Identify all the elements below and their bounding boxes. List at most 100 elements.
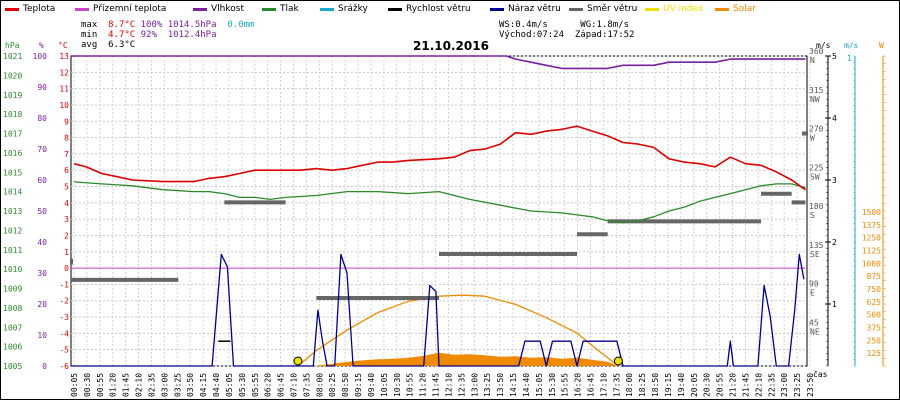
x-tick-label: 13:00 xyxy=(470,373,479,397)
x-tick-label: 07:10 xyxy=(290,373,299,397)
direction-dir-label: SE xyxy=(810,250,820,259)
x-tick-label: 03:50 xyxy=(186,373,195,397)
x-tick-label: 00:30 xyxy=(83,373,92,397)
solar-tick-label: 1125 xyxy=(862,247,881,256)
x-tick-label: 12:10 xyxy=(444,373,453,397)
end-marker xyxy=(802,131,808,136)
legend-item-naraz: Náraz větru xyxy=(490,4,561,14)
legend-swatch-smer xyxy=(569,7,583,11)
legend-item-srazky: Srážky xyxy=(320,4,368,14)
legend-item-vlhkost: Vlhkost xyxy=(193,4,244,14)
x-tick-label: 13:25 xyxy=(483,373,492,397)
legend-label-rychlost: Rychlost větru xyxy=(406,4,471,14)
temp-tick-label: 1 xyxy=(64,248,69,257)
right-unit-ms: m/s xyxy=(816,41,831,50)
legend-item-teplota: Teplota xyxy=(5,4,55,14)
solar-tick-label: 875 xyxy=(867,272,882,281)
direction-deg-label: 270 xyxy=(809,125,824,134)
x-tick-label: 08:00 xyxy=(315,373,324,397)
legend-swatch-teplota xyxy=(5,7,19,11)
temp-tick-label: 6 xyxy=(64,166,69,175)
temp-tick-label: 5 xyxy=(64,183,69,192)
x-tick-label: 10:05 xyxy=(380,373,389,397)
x-tick-label: 07:35 xyxy=(302,373,311,397)
solar-tick-label: 750 xyxy=(867,285,882,294)
series-teplota xyxy=(73,125,806,191)
wind-tick-label: 4 xyxy=(832,114,837,123)
x-tick-label: 13:50 xyxy=(496,373,505,397)
legend-label-tlak: Tlak xyxy=(280,4,299,14)
legend-label-smer: Směr větru xyxy=(587,4,638,14)
direction-dir-label: N xyxy=(810,56,815,65)
legend-swatch-vlhkost xyxy=(193,7,207,11)
hpa-tick-label: 1017 xyxy=(3,130,22,139)
x-tick-label: 01:45 xyxy=(122,373,131,397)
x-tick-label: 03:25 xyxy=(173,373,182,397)
temp-tick-label: -5 xyxy=(59,346,69,355)
x-tick-label: 18:00 xyxy=(625,373,634,397)
solar-tick-label: 250 xyxy=(867,336,882,345)
plot-area xyxy=(70,55,808,367)
x-tick-label: 14:40 xyxy=(522,373,531,397)
pct-tick-label: 20 xyxy=(37,300,47,309)
solar-tick-label: 625 xyxy=(867,298,882,307)
temp-tick-label: 13 xyxy=(59,52,69,61)
x-tick-label: 17:10 xyxy=(599,373,608,397)
series-naraz-vetru xyxy=(71,253,805,367)
pct-tick-label: 30 xyxy=(37,269,47,278)
x-tick-label: 03:00 xyxy=(160,373,169,397)
wind-tick-label: 1 xyxy=(832,300,837,309)
x-tick-label: 05:55 xyxy=(251,373,260,397)
direction-deg-label: 135 xyxy=(809,241,824,250)
x-tick-label: 08:25 xyxy=(328,373,337,397)
temp-tick-label: -6 xyxy=(59,362,69,371)
legend-label-naraz: Náraz větru xyxy=(508,4,561,14)
start-marker xyxy=(70,258,73,265)
solar-tick-label: 1500 xyxy=(862,208,881,217)
direction-dir-label: S xyxy=(810,211,815,220)
x-tick-label: 00:55 xyxy=(96,373,105,397)
temp-tick-label: -1 xyxy=(59,280,69,289)
hpa-tick-label: 1016 xyxy=(3,149,22,158)
solar-curve xyxy=(297,294,619,367)
temp-tick-label: -4 xyxy=(59,329,69,338)
temp-tick-label: 2 xyxy=(64,231,69,240)
legend-label-solar: Solar xyxy=(733,4,756,14)
temp-tick-label: 7 xyxy=(64,150,69,159)
hpa-tick-label: 1013 xyxy=(3,207,22,216)
pct-tick-label: 0 xyxy=(42,362,47,371)
x-tick-label: 00:05 xyxy=(70,373,79,397)
temp-tick-label: 0 xyxy=(64,264,69,273)
legend-item-tlak: Tlak xyxy=(262,4,299,14)
direction-deg-label: 90 xyxy=(809,280,819,289)
x-tick-label: 22:10 xyxy=(754,373,763,397)
wind-tick-label: 3 xyxy=(832,176,837,185)
legend-swatch-naraz xyxy=(490,7,504,11)
x-tick-label: 16:20 xyxy=(574,373,583,397)
x-tick-label: 04:40 xyxy=(212,373,221,397)
x-tick-label: 20:30 xyxy=(703,373,712,397)
solar-tick-label: 375 xyxy=(867,324,882,333)
x-tick-label: 15:05 xyxy=(535,373,544,397)
right-unit-w: W xyxy=(879,41,884,50)
pct-tick-label: 10 xyxy=(37,331,47,340)
x-tick-label: 23:25 xyxy=(793,373,802,397)
left-unit-temp: °C xyxy=(58,41,68,50)
legend-item-pocitova: Přízemní teplota xyxy=(75,4,166,14)
x-tick-label: 18:25 xyxy=(638,373,647,397)
x-tick-label: 14:15 xyxy=(509,373,518,397)
x-unit-label: čas xyxy=(813,369,828,379)
solar-tick-label: 1375 xyxy=(862,221,881,230)
direction-dir-label: NW xyxy=(810,95,820,104)
pct-tick-label: 60 xyxy=(37,176,47,185)
x-tick-label: 20:05 xyxy=(690,373,699,397)
temp-tick-label: 11 xyxy=(59,85,69,94)
x-tick-label: 19:40 xyxy=(677,373,686,397)
x-tick-label: 17:35 xyxy=(612,373,621,397)
legend-item-smer: Směr větru xyxy=(569,4,637,14)
x-tick-label: 09:40 xyxy=(367,373,376,397)
x-tick-label: 11:20 xyxy=(419,373,428,397)
legend-swatch-uv xyxy=(645,7,659,11)
temp-tick-label: -3 xyxy=(59,313,69,322)
